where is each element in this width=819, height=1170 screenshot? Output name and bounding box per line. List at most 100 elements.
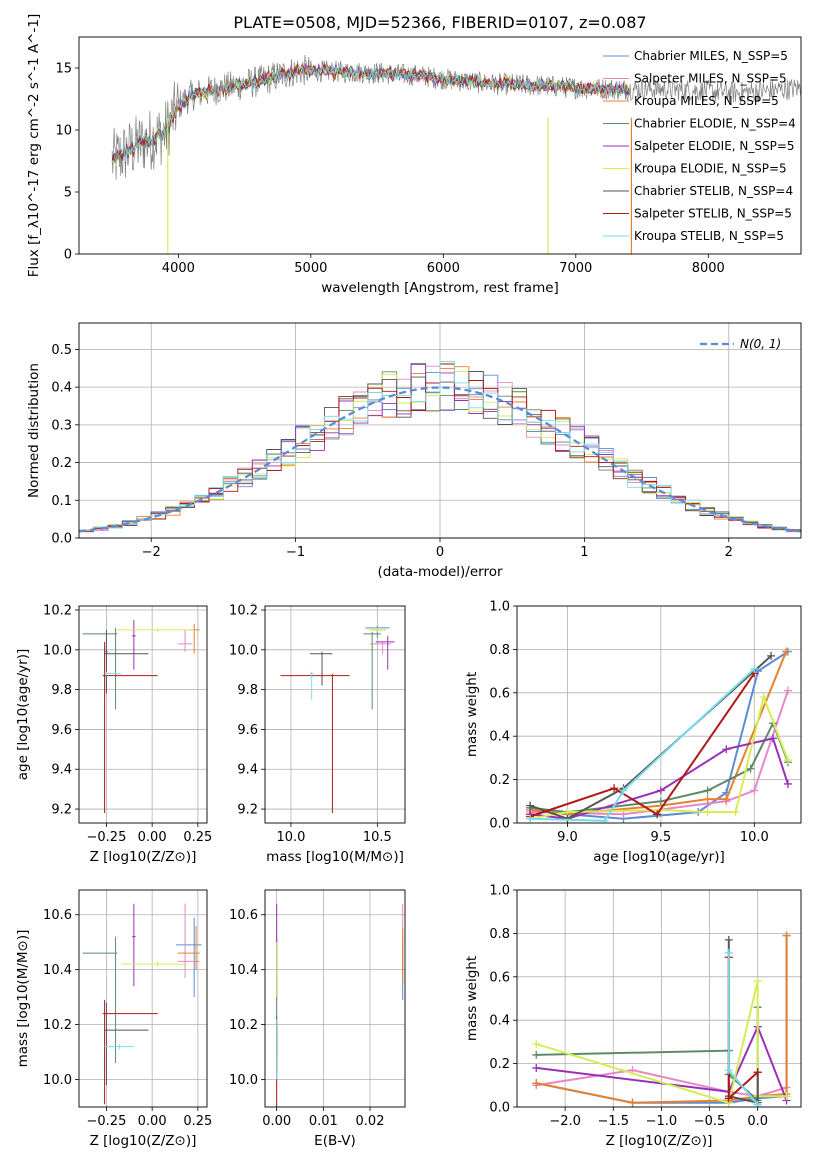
y-tick-label: 1.0	[489, 884, 510, 899]
y-tick-label: 10.2	[229, 603, 258, 618]
y-tick-label: 10.4	[229, 963, 258, 978]
plot-area	[82, 903, 202, 1105]
y-tick-label: 0.0	[489, 817, 510, 832]
y-tick-label: 10.0	[43, 643, 72, 658]
y-tick-label: 0.3	[51, 418, 72, 433]
x-tick-label: 9.5	[651, 830, 672, 845]
axes-frame	[516, 889, 802, 1108]
weight-marker	[724, 948, 733, 957]
y-axis-label: mass weight	[464, 956, 480, 1041]
x-tick-label: −1.5	[597, 1114, 629, 1129]
y-tick-label: 10.0	[43, 1073, 72, 1088]
x-axis-label: (data-model)/error	[377, 564, 503, 580]
weight-marker	[532, 1079, 541, 1088]
y-tick-label: 0.1	[51, 494, 72, 509]
weight-marker	[759, 693, 768, 702]
x-tick-label: 0.01	[309, 1114, 338, 1129]
weight-line	[529, 672, 756, 818]
x-tick-label: −0.25	[87, 1114, 127, 1129]
panel-weight_vs_Z: −2.0 −1.5 −1.0 −0.5 0.0 0.0 0.2 0.4 0.6 0.8 1.0 Z […	[464, 884, 802, 1149]
x-tick-label: 0.02	[356, 1114, 385, 1129]
x-axis-label: Z [log10(Z/Z⊙)]	[90, 1133, 197, 1149]
weight-marker	[526, 814, 535, 823]
x-tick-label: 0.25	[183, 1114, 212, 1129]
legend-label: Chabrier STELIB, N_SSP=4	[634, 184, 793, 198]
weight-marker	[768, 734, 777, 743]
plot-area	[82, 619, 200, 814]
weight-marker	[782, 1092, 791, 1101]
legend-label: Salpeter MILES, N_SSP=5	[634, 72, 787, 86]
y-tick-label: 10.2	[229, 1018, 258, 1033]
y-tick-label: 0.2	[489, 1057, 510, 1072]
y-tick-label: 0	[64, 248, 72, 263]
x-tick-label: −2.0	[549, 1114, 581, 1129]
x-tick-label: 4000	[162, 261, 195, 276]
y-tick-label: 15	[55, 62, 72, 77]
y-tick-label: 0.4	[489, 1014, 510, 1029]
weight-marker	[532, 1050, 541, 1059]
spectrum-model-line	[111, 63, 630, 165]
y-tick-label: 0.0	[51, 532, 72, 547]
y-tick-label: 10.0	[229, 643, 258, 658]
axes-frame	[78, 605, 208, 824]
y-tick-label: 0.4	[51, 381, 72, 396]
legend-label: N(0, 1)	[740, 337, 781, 351]
x-tick-label: 7000	[559, 261, 592, 276]
weight-marker	[724, 1066, 733, 1075]
weight-marker	[724, 1094, 733, 1103]
x-tick-label: 0.25	[183, 830, 212, 845]
weight-marker	[610, 784, 619, 793]
x-tick-label: 10.5	[363, 830, 392, 845]
panel-mass_vs_Z: −0.25 0.00 0.25 10.0 10.2 10.4 10.6 Z [log10(Z/…	[15, 889, 212, 1149]
panel-spectrum: 4000 5000 6000 7000 8000 0 5 10 15 wavelength [An…	[26, 14, 802, 296]
weight-marker	[722, 745, 731, 754]
weight-marker	[750, 664, 759, 673]
x-axis-label: mass [log10(M/M⊙)]	[266, 849, 404, 865]
weight-marker	[731, 808, 740, 817]
y-axis-label: age [log10(age/yr)]	[15, 649, 31, 781]
weight-line	[530, 668, 755, 822]
weight-marker	[753, 1068, 762, 1077]
y-tick-label: 10.0	[229, 1073, 258, 1088]
y-tick-label: 9.2	[51, 803, 72, 818]
y-tick-label: 9.4	[51, 763, 72, 778]
axes-frame	[264, 605, 406, 824]
y-tick-label: 5	[64, 186, 72, 201]
x-axis-label: Z [log10(Z/Z⊙)]	[90, 849, 197, 865]
panel-weight_vs_age: 9.0 9.5 10.0 0.0 0.2 0.4 0.6 0.8 1.0 age [log10(a…	[464, 600, 802, 865]
x-tick-label: 0.00	[138, 1114, 167, 1129]
weight-marker	[563, 814, 572, 823]
weight-marker	[750, 786, 759, 795]
spectrum-model-line	[111, 64, 630, 162]
weight-marker	[753, 977, 762, 986]
y-tick-label: 0.8	[489, 643, 510, 658]
x-axis-label: Z [log10(Z/Z⊙)]	[606, 1133, 713, 1149]
weight-marker	[619, 786, 628, 795]
panel-residuals: −2 −1 0 1 2 0.0 0.1 0.2 0.3 0.4 0.5 (data-model)/er…	[26, 322, 802, 580]
weight-marker	[783, 779, 792, 788]
y-tick-label: 0.6	[489, 970, 510, 985]
axes-frame	[78, 322, 802, 539]
weight-marker	[600, 816, 609, 823]
y-tick-label: 9.6	[237, 723, 258, 738]
x-tick-label: 9.0	[557, 830, 578, 845]
weight-marker	[653, 810, 662, 819]
y-tick-label: 0.5	[51, 343, 72, 358]
weight-marker	[532, 1063, 541, 1072]
legend-label: Salpeter ELODIE, N_SSP=5	[634, 139, 795, 153]
x-tick-label: 2	[725, 545, 733, 560]
panel-age_vs_mass: 10.0 10.5 9.2 9.4 9.6 9.8 10.0 10.2 mass [log10(…	[229, 603, 406, 865]
x-tick-label: 10.0	[740, 830, 769, 845]
weight-marker	[703, 786, 712, 795]
weight-marker	[783, 686, 792, 695]
y-tick-label: 10.2	[43, 603, 72, 618]
weight-marker	[782, 931, 791, 940]
weight-marker	[656, 797, 665, 806]
weight-line	[529, 737, 789, 820]
plot-area	[532, 931, 791, 1107]
plot-area	[276, 903, 404, 1107]
x-axis-label: E(B-V)	[314, 1133, 356, 1149]
y-tick-label: 0.8	[489, 927, 510, 942]
spectrum-model-line	[111, 64, 630, 167]
